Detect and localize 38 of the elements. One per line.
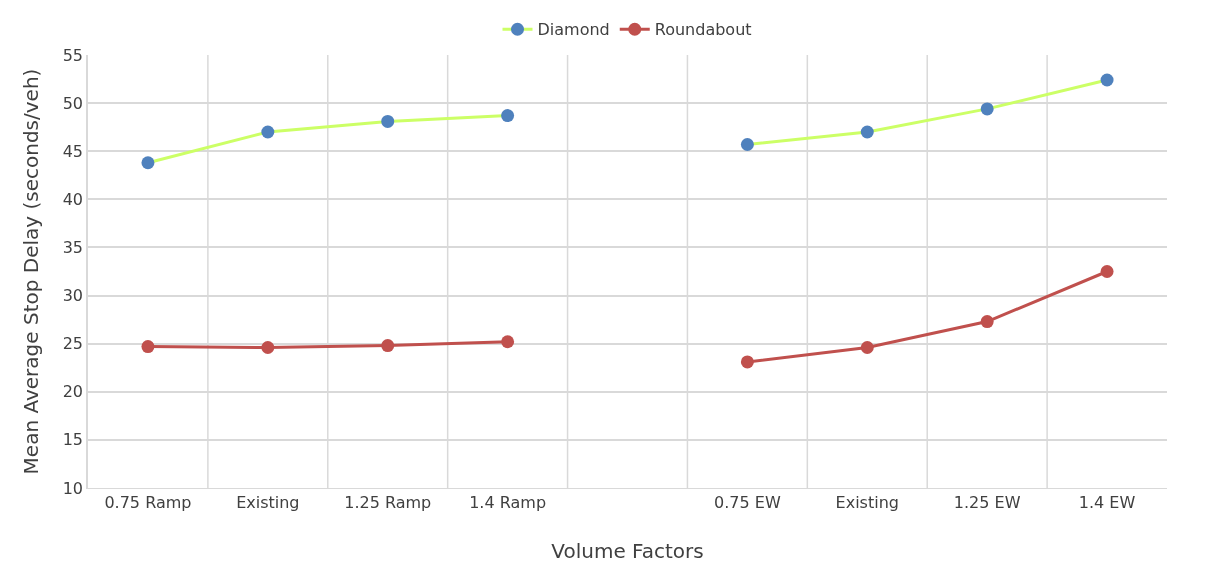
y-tick-label: 20 xyxy=(62,382,84,402)
y-tick-label: 40 xyxy=(62,189,84,209)
x-tick-label: 0.75 Ramp xyxy=(104,493,192,513)
point xyxy=(860,125,874,139)
point xyxy=(381,114,395,128)
x-tick-label: 0.75 EW xyxy=(714,493,781,513)
legend-label: Diamond xyxy=(537,20,610,40)
y-tick-label: 45 xyxy=(62,141,84,161)
point xyxy=(501,109,515,123)
point xyxy=(381,339,395,353)
y-tick-label: 10 xyxy=(62,478,84,498)
point xyxy=(1100,265,1114,278)
x-tick-label: 1.25 Ramp xyxy=(344,493,432,513)
point xyxy=(980,315,994,329)
point xyxy=(860,341,874,355)
point xyxy=(261,341,275,355)
legend-label: Roundabout xyxy=(654,20,752,40)
y-tick-label: 25 xyxy=(62,334,84,354)
x-tick-label: 1.4 EW xyxy=(1078,493,1136,513)
point xyxy=(261,125,275,139)
point xyxy=(740,137,754,151)
x-axis-title: Volume Factors xyxy=(551,539,704,563)
x-tick-label: 1.25 EW xyxy=(953,493,1021,513)
y-tick-label: 55 xyxy=(62,45,84,65)
point xyxy=(501,335,515,349)
point xyxy=(1100,73,1114,87)
point xyxy=(141,156,155,170)
y-tick-label: 15 xyxy=(62,430,84,450)
y-axis-title: Mean Average Stop Delay (seconds/veh) xyxy=(18,68,43,475)
x-tick-label: 1.4 Ramp xyxy=(469,493,547,513)
y-tick-label: 35 xyxy=(62,238,84,258)
point xyxy=(980,102,994,116)
x-tick-label: Existing xyxy=(236,493,300,513)
point xyxy=(141,340,155,354)
point xyxy=(740,355,754,369)
y-tick-label: 50 xyxy=(62,93,84,113)
x-tick-label: Existing xyxy=(835,493,899,513)
y-tick-label: 30 xyxy=(62,286,84,306)
